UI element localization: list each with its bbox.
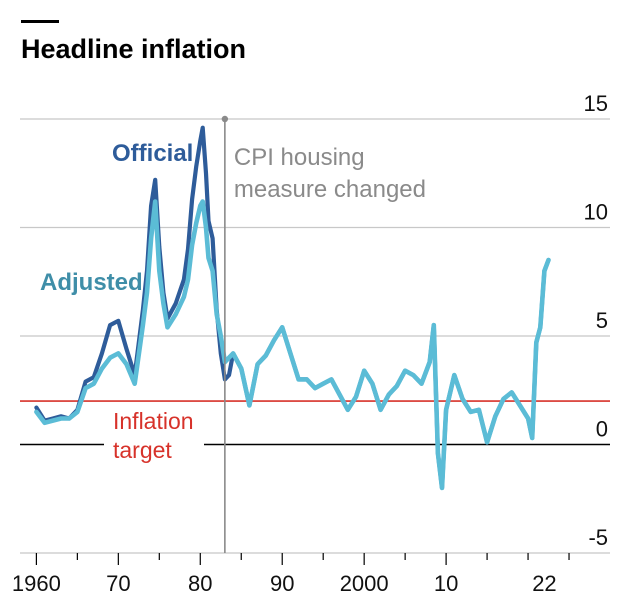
series-line-adjusted [34, 199, 551, 491]
y-tick-label: -5 [588, 525, 608, 550]
x-tick-label: 2000 [340, 571, 389, 596]
x-tick-label: 22 [532, 571, 556, 596]
title-accent-bar [21, 20, 59, 23]
y-tick-label: 0 [596, 417, 608, 442]
event-marker-dot [221, 115, 229, 123]
chart-title: Headline inflation [21, 34, 246, 64]
event-label-line2: measure changed [234, 176, 426, 203]
event-label-line1: CPI housing [234, 144, 365, 171]
x-tick-label: 70 [106, 571, 130, 596]
x-tick-label: 80 [188, 571, 212, 596]
target-label-line1: Inflation [113, 408, 194, 434]
x-tick-label: 10 [434, 571, 458, 596]
y-tick-label: 15 [584, 91, 608, 116]
x-axis-ticks: 1960 70 80 90 2000 10 22 [12, 553, 570, 596]
target-label-background [104, 405, 204, 466]
legend-label-adjusted: Adjusted [40, 269, 143, 296]
legend-label-official: Official [112, 140, 193, 167]
x-tick-label: 1960 [12, 571, 61, 596]
x-tick-label: 90 [270, 571, 294, 596]
y-tick-label: 10 [584, 200, 608, 225]
series-lines: Inflation target CPI housing measure change… [34, 115, 551, 553]
y-axis-ticks: 15 10 5 0 -5 [584, 91, 608, 550]
target-label-line2: target [113, 437, 172, 463]
y-tick-label: 5 [596, 308, 608, 333]
